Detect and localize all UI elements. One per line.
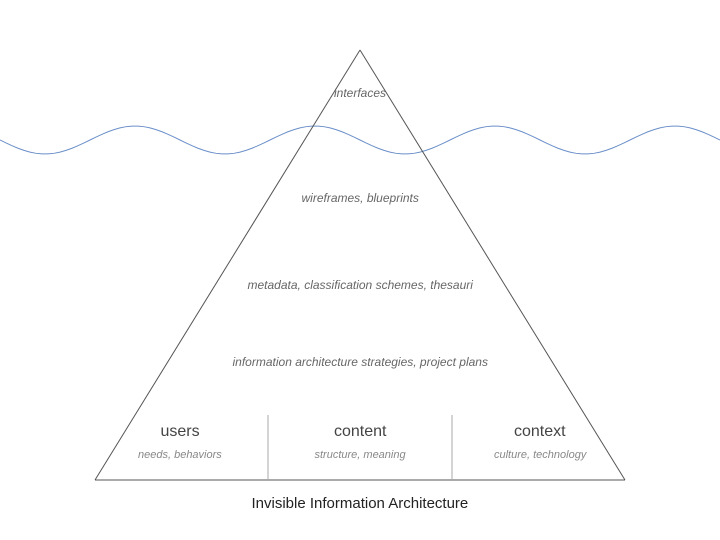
base-title-context: context (514, 423, 566, 441)
waterline (0, 126, 720, 154)
triangle-outline (95, 50, 625, 480)
base-title-users: users (161, 423, 200, 441)
layer-label-metadata: metadata, classification schemes, thesau… (248, 278, 473, 292)
layer-label-wireframes: wireframes, blueprints (302, 191, 419, 205)
base-sub-content: structure, meaning (315, 449, 406, 461)
layer-label-ia-strategies: information architecture strategies, pro… (233, 355, 488, 369)
base-title-content: content (334, 423, 386, 441)
base-sub-context: culture, technology (494, 449, 586, 461)
base-sub-users: needs, behaviors (138, 449, 222, 461)
layer-label-interfaces: interfaces (334, 86, 386, 100)
diagram-caption: Invisible Information Architecture (252, 495, 469, 512)
